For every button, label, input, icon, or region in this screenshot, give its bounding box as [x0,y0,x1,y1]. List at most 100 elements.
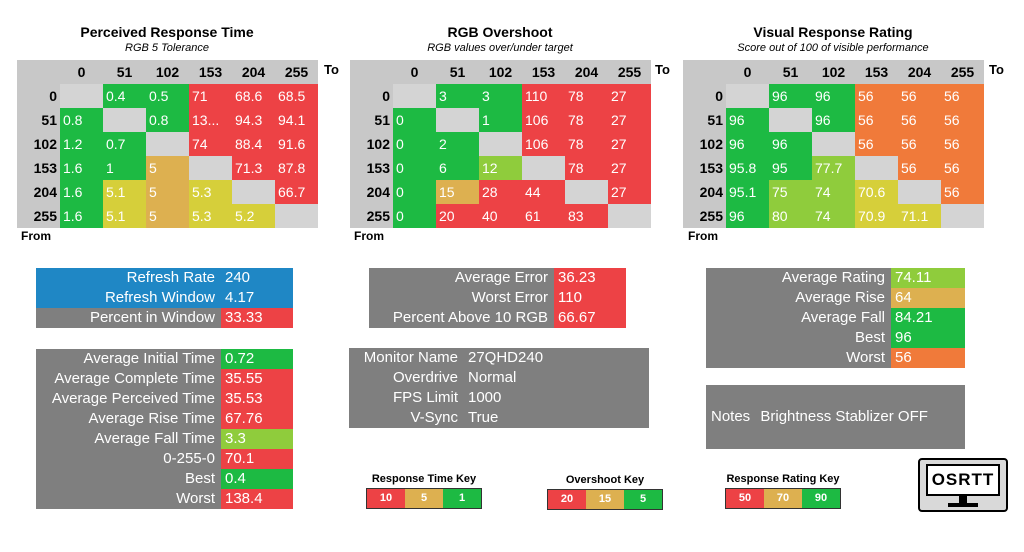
row-header: 0 [350,84,393,108]
monitor-info-label: FPS Limit [392,389,458,406]
refresh-info-box: Refresh Rate 240 Refresh Window 4.17 Percent… [36,268,293,328]
overshoot-stat-label: Percent Above 10 RGB [369,308,554,328]
logo-base [948,503,978,507]
response-stat-label: Average Perceived Time [36,389,221,409]
refresh-stat-value: 4.17 [221,288,293,308]
response-time-cell: 0.7 [103,132,146,156]
monitor-info-row: FPS Limit 1000 [349,388,649,408]
rating-stat-label: Average Rating [706,268,891,288]
key-swatches: 20 15 5 [547,489,663,510]
monitor-info-value: 27QHD240 [468,349,544,366]
response-stats-box: Average Initial Time 0.72 Average Complete… [36,349,293,509]
rating-stats-box: Average Rating 74.11 Average Rise 64 Average… [706,268,965,368]
column-header: 51 [436,60,479,84]
row-header: 204 [17,180,60,204]
overshoot-cell: 106 [522,108,565,132]
rating-cell [855,156,898,180]
rating-cell: 56 [941,156,984,180]
overshoot-stat-value: 110 [554,288,626,308]
column-header: 0 [60,60,103,84]
row-header: 255 [350,204,393,228]
rating-cell: 96 [726,132,769,156]
row-header: 102 [17,132,60,156]
rating-stat-label: Best [706,328,891,348]
response-stat-value: 70.1 [221,449,293,469]
rating-cell: 80 [769,204,812,228]
overshoot-cell: 27 [608,156,651,180]
overshoot-cell: 20 [436,204,479,228]
column-header: 51 [103,60,146,84]
rating-stat-row: Worst 56 [706,348,965,368]
response-time-cell: 0.8 [146,108,189,132]
response-time-cell [189,156,232,180]
key-swatch: 5 [624,490,662,509]
overshoot-cell: 3 [479,84,522,108]
response-time-cell: 5.1 [103,204,146,228]
response-time-cell: 1 [103,156,146,180]
response-time-cell [60,84,103,108]
axis-to-label: To [655,62,670,77]
overshoot-cell: 110 [522,84,565,108]
response-time-cell: 94.3 [232,108,275,132]
response-time-cell: 66.7 [275,180,318,204]
overshoot-cell: 27 [608,84,651,108]
monitor-info-value: True [468,409,499,426]
rating-cell: 56 [855,132,898,156]
rating-cell: 74 [812,180,855,204]
overshoot-stats-box: Average Error 36.23 Worst Error 110 Percent … [369,268,626,328]
response-time-cell: 5 [146,204,189,228]
rating-cell: 70.6 [855,180,898,204]
rating-cell [898,180,941,204]
monitor-info-label: V-Sync [410,409,458,426]
response-stat-label: Best [36,469,221,489]
response-stat-label: Average Rise Time [36,409,221,429]
monitor-info-label: Monitor Name [363,349,458,366]
rating-cell [726,84,769,108]
response-time-cell: 87.8 [275,156,318,180]
rating-cell: 56 [898,132,941,156]
rating-cell: 56 [898,84,941,108]
refresh-stat-label: Refresh Rate [36,268,221,288]
response-time-cell: 71 [189,84,232,108]
key-swatch: 5 [405,489,443,508]
axis-to-label: To [989,62,1004,77]
row-header: 153 [350,156,393,180]
notes-box: Notes Brightness Stablizer OFF [706,385,965,449]
response-stat-row: Worst 138.4 [36,489,293,509]
column-header: 204 [565,60,608,84]
response-time-cell: 1.6 [60,204,103,228]
overshoot-stat-row: Percent Above 10 RGB 66.67 [369,308,626,328]
column-header: 0 [393,60,436,84]
response-time-cell: 74 [189,132,232,156]
response-time-cell: 68.5 [275,84,318,108]
column-header: 51 [769,60,812,84]
overshoot-cell [608,204,651,228]
rating-cell [941,204,984,228]
rating-stat-label: Worst [706,348,891,368]
key-swatch: 1 [443,489,481,508]
key-swatch: 20 [548,490,586,509]
overshoot-cell [393,84,436,108]
rating-stat-row: Average Rise 64 [706,288,965,308]
overshoot-cell: 15 [436,180,479,204]
rating-stat-row: Average Rating 74.11 [706,268,965,288]
refresh-stat-row: Percent in Window 33.33 [36,308,293,328]
overshoot-cell: 28 [479,180,522,204]
rating-cell: 95.8 [726,156,769,180]
rating-cell [812,132,855,156]
axis-from-label: From [688,229,718,243]
row-header: 204 [350,180,393,204]
response-stat-row: Average Perceived Time 35.53 [36,389,293,409]
rating-cell: 96 [726,108,769,132]
axis-to-label: To [324,62,339,77]
column-header: 102 [479,60,522,84]
rating-cell: 71.1 [898,204,941,228]
overshoot-cell: 61 [522,204,565,228]
rating-stat-value: 74.11 [891,268,965,288]
response-stat-row: Best 0.4 [36,469,293,489]
matrix-corner [17,60,60,84]
row-header: 102 [683,132,726,156]
column-header: 255 [275,60,318,84]
overshoot-cell: 78 [565,84,608,108]
overshoot-cell [522,156,565,180]
